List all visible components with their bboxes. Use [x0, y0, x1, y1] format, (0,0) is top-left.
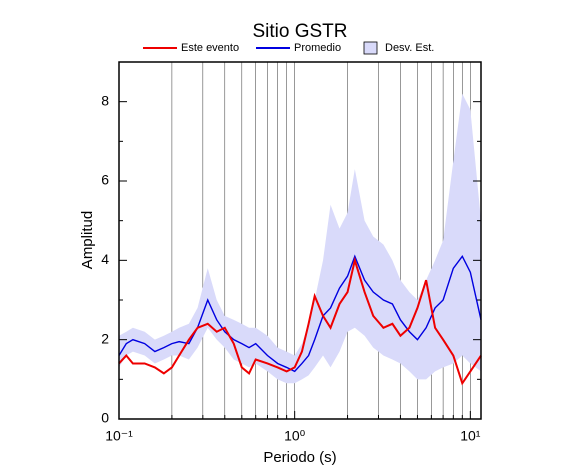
legend-label: Promedio: [294, 42, 341, 54]
x-tick-label: 10⁰: [284, 428, 306, 444]
x-tick-label: 10⁻¹: [105, 428, 133, 444]
y-tick-label: 6: [101, 172, 109, 188]
chart-title: Sitio GSTR: [252, 21, 347, 42]
plot-frame: [118, 61, 482, 420]
legend-label: Este evento: [181, 42, 239, 54]
legend-label: Desv. Est.: [385, 42, 434, 54]
y-tick-label: 0: [101, 410, 109, 426]
legend-swatch: [363, 41, 378, 55]
x-tick-label: 10¹: [460, 428, 481, 444]
y-tick-label: 2: [101, 330, 109, 346]
x-axis-label: Periodo (s): [263, 449, 336, 466]
series-line: [118, 256, 482, 386]
y-axis-label: Amplitud: [79, 211, 96, 269]
std-band: [119, 93, 481, 384]
series-line: [118, 254, 482, 373]
y-tick-label: 4: [101, 251, 109, 267]
y-tick-label: 8: [101, 92, 109, 108]
